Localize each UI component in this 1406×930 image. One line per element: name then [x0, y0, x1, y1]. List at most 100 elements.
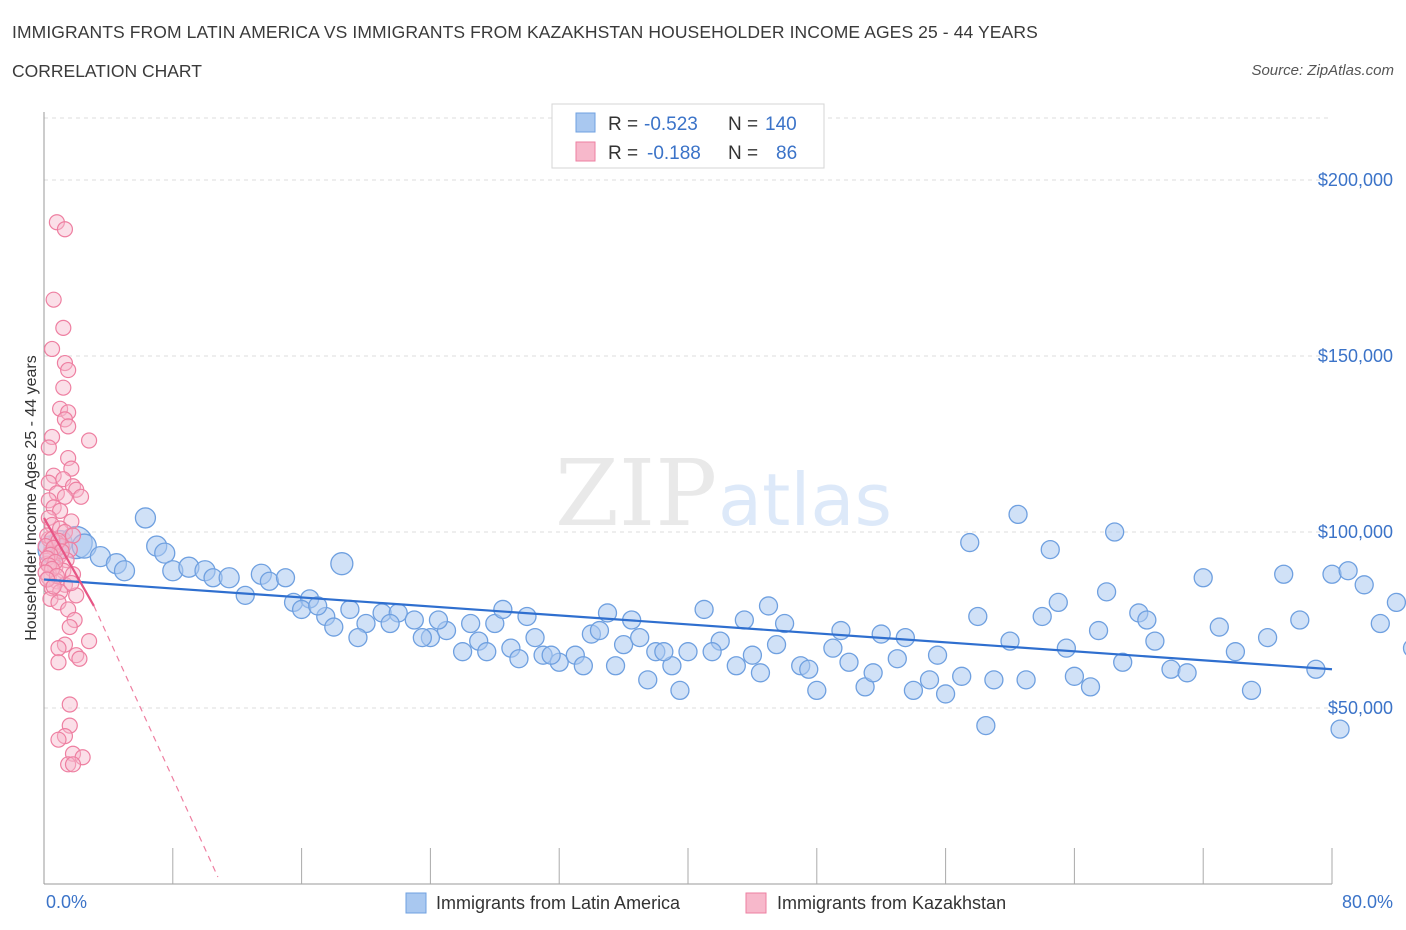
- legend-swatch-blue: [575, 112, 596, 133]
- point-kazakhstan: [45, 291, 62, 308]
- point-latin-america: [275, 568, 296, 588]
- point-latin-america: [1386, 592, 1406, 613]
- legend-frame: [551, 103, 825, 169]
- point-kazakhstan: [40, 439, 57, 456]
- point-latin-america: [1048, 592, 1068, 613]
- point-latin-america: [1241, 680, 1262, 701]
- point-latin-america: [134, 507, 157, 529]
- legend-r-value-pink: -0.188: [647, 143, 701, 164]
- point-latin-america: [678, 642, 698, 662]
- point-kazakhstan: [60, 418, 77, 435]
- point-latin-america: [638, 670, 658, 690]
- point-latin-america: [404, 610, 424, 630]
- point-latin-america: [1056, 638, 1076, 658]
- point-latin-america: [742, 645, 763, 665]
- legend-n-label-pink: N =: [728, 143, 758, 164]
- point-latin-america: [477, 642, 497, 662]
- point-latin-america: [1330, 719, 1350, 739]
- source-label: Source: ZipAtlas.com: [1251, 62, 1394, 79]
- point-latin-america: [919, 670, 940, 690]
- point-kazakhstan: [50, 731, 67, 748]
- point-kazakhstan: [43, 428, 61, 446]
- point-kazakhstan: [60, 756, 77, 773]
- watermark-zip: ZIP: [555, 440, 717, 547]
- point-latin-america: [1137, 610, 1157, 630]
- bottom-legend-label-pink: Immigrants from Kazakhstan: [777, 893, 1006, 913]
- series-latin-america-points: [37, 504, 1406, 739]
- point-kazakhstan: [50, 640, 67, 657]
- point-latin-america: [1354, 575, 1374, 595]
- point-latin-america: [1177, 663, 1197, 683]
- point-latin-america: [291, 599, 312, 620]
- y-tick-label: $50,000: [1328, 698, 1393, 718]
- point-kazakhstan: [42, 590, 59, 607]
- y-tick-label: $150,000: [1318, 346, 1393, 366]
- point-latin-america: [694, 599, 714, 620]
- point-latin-america: [1402, 641, 1406, 656]
- point-kazakhstan: [55, 379, 72, 396]
- point-latin-america: [525, 627, 545, 648]
- point-latin-america: [758, 596, 779, 616]
- point-latin-america: [630, 627, 650, 648]
- point-latin-america: [1064, 666, 1085, 686]
- y-axis-label: Householder Income Ages 25 - 44 years: [23, 355, 40, 641]
- x-axis-ticks: [172, 848, 1333, 884]
- legend-box: R = -0.523 N = 140 R = -0.188 N = 86: [551, 103, 825, 169]
- point-latin-america: [726, 656, 746, 676]
- point-latin-america: [235, 585, 255, 606]
- bottom-legend-swatch-pink: [745, 892, 767, 914]
- x-tick-label-min: 0.0%: [46, 892, 87, 912]
- trend-line-kazakhstan: [43, 517, 95, 607]
- point-latin-america: [1274, 564, 1294, 584]
- point-latin-america: [1225, 642, 1246, 662]
- point-latin-america: [348, 627, 368, 648]
- point-latin-america: [605, 656, 626, 676]
- legend-n-value-blue: 140: [765, 114, 797, 135]
- point-latin-america: [218, 567, 240, 589]
- point-latin-america: [1290, 610, 1310, 630]
- point-latin-america: [613, 634, 634, 655]
- point-latin-america: [1016, 670, 1036, 690]
- legend-r-value-blue: -0.523: [644, 114, 698, 135]
- legend-n-label-blue: N =: [728, 114, 758, 135]
- y-tick-label: $100,000: [1318, 522, 1393, 542]
- watermark: ZIP atlas: [555, 440, 892, 547]
- trend-lines: [43, 517, 1333, 878]
- x-tick-label-max: 80.0%: [1342, 892, 1393, 912]
- point-latin-america: [428, 610, 449, 630]
- series-kazakhstan-points: [37, 214, 98, 773]
- legend-swatch-pink: [575, 141, 596, 162]
- point-latin-america: [517, 606, 537, 627]
- point-latin-america: [895, 627, 915, 648]
- point-kazakhstan: [43, 340, 61, 358]
- point-latin-america: [750, 663, 771, 683]
- point-latin-america: [823, 638, 843, 658]
- point-latin-america: [1032, 606, 1052, 627]
- point-latin-america: [412, 627, 433, 648]
- point-latin-america: [1193, 568, 1213, 588]
- point-latin-america: [935, 684, 956, 704]
- point-latin-america: [573, 656, 593, 676]
- point-latin-america: [452, 642, 473, 662]
- point-latin-america: [863, 663, 883, 683]
- point-latin-america: [766, 634, 787, 655]
- point-latin-america: [702, 642, 722, 662]
- point-latin-america: [1008, 504, 1028, 525]
- trend-line-kazakhstan-extrapolated: [93, 605, 219, 878]
- point-latin-america: [380, 613, 400, 634]
- legend-n-value-pink: 86: [776, 143, 797, 164]
- point-kazakhstan: [61, 717, 78, 734]
- point-latin-america: [984, 670, 1004, 690]
- point-kazakhstan: [68, 587, 85, 604]
- watermark-atlas: atlas: [718, 458, 892, 542]
- point-kazakhstan: [56, 221, 74, 238]
- legend-r-label-pink: R =: [608, 143, 638, 164]
- point-latin-america: [670, 680, 690, 701]
- point-latin-america: [887, 649, 907, 669]
- point-latin-america: [259, 571, 280, 591]
- point-latin-america: [1088, 620, 1109, 641]
- point-latin-america: [340, 599, 360, 620]
- point-latin-america: [541, 645, 561, 665]
- point-latin-america: [1096, 582, 1117, 602]
- bottom-legend-label-blue: Immigrants from Latin America: [436, 893, 681, 913]
